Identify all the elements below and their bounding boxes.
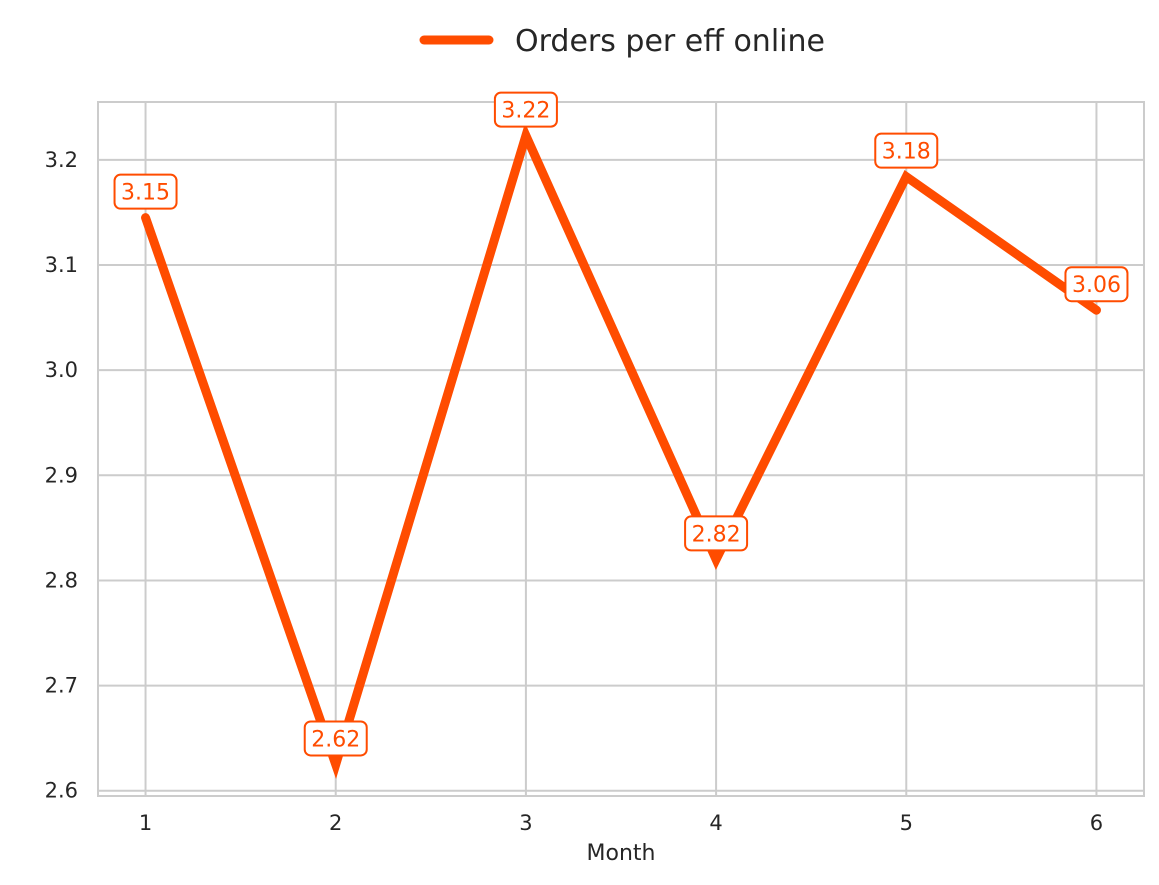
y-tick-label: 2.8 bbox=[45, 568, 78, 592]
data-label-box bbox=[493, 91, 558, 128]
y-axis: 2.6 2.7 2.8 2.9 3.0 3.1 3.2 bbox=[45, 148, 78, 803]
series-line bbox=[141, 122, 1101, 780]
series-layer bbox=[141, 122, 1101, 780]
data-label-box bbox=[303, 720, 368, 757]
x-tick-label: 3 bbox=[519, 811, 532, 835]
data-label: 2.82 bbox=[684, 515, 749, 552]
y-tick-label: 3.2 bbox=[45, 148, 78, 172]
plot-area: 3.15 2.62 3.22 2.82 3.18 3.06 bbox=[97, 91, 1145, 797]
y-tick-label: 2.7 bbox=[45, 674, 78, 698]
data-label: 2.62 bbox=[303, 720, 368, 757]
legend-label: Orders per eff online bbox=[515, 24, 825, 59]
y-tick-label: 2.9 bbox=[45, 463, 78, 487]
plot-frame bbox=[97, 101, 1145, 797]
grid bbox=[98, 102, 1144, 796]
data-label-box bbox=[684, 515, 749, 552]
data-label-text: 3.06 bbox=[1072, 273, 1121, 298]
data-label-box bbox=[874, 132, 939, 169]
data-label-text: 3.15 bbox=[121, 181, 170, 206]
data-label: 3.18 bbox=[874, 132, 939, 169]
x-tick-label: 1 bbox=[139, 811, 152, 835]
data-label-box bbox=[113, 173, 178, 210]
y-tick-label: 3.1 bbox=[45, 253, 78, 277]
legend: Orders per eff online bbox=[419, 24, 825, 59]
y-tick-label: 2.6 bbox=[45, 779, 78, 803]
x-tick-label: 6 bbox=[1090, 811, 1103, 835]
data-label: 3.22 bbox=[493, 91, 558, 128]
data-label-text: 2.62 bbox=[311, 727, 360, 752]
x-axis-title: Month bbox=[587, 841, 656, 866]
plot-background bbox=[98, 102, 1144, 796]
data-label-layer: 3.15 2.62 3.22 2.82 3.18 3.06 bbox=[113, 91, 1129, 757]
x-tick-label: 2 bbox=[329, 811, 342, 835]
x-axis: 1 2 3 4 5 6 bbox=[139, 811, 1103, 835]
data-label-box bbox=[1064, 266, 1129, 303]
data-label-text: 3.22 bbox=[501, 99, 550, 124]
y-tick-label: 3.0 bbox=[45, 358, 78, 382]
data-label: 3.06 bbox=[1064, 266, 1129, 303]
data-label-text: 3.18 bbox=[882, 140, 931, 165]
x-tick-label: 5 bbox=[900, 811, 913, 835]
data-label: 3.15 bbox=[113, 173, 178, 210]
data-label-text: 2.82 bbox=[692, 522, 741, 547]
x-tick-label: 4 bbox=[709, 811, 722, 835]
